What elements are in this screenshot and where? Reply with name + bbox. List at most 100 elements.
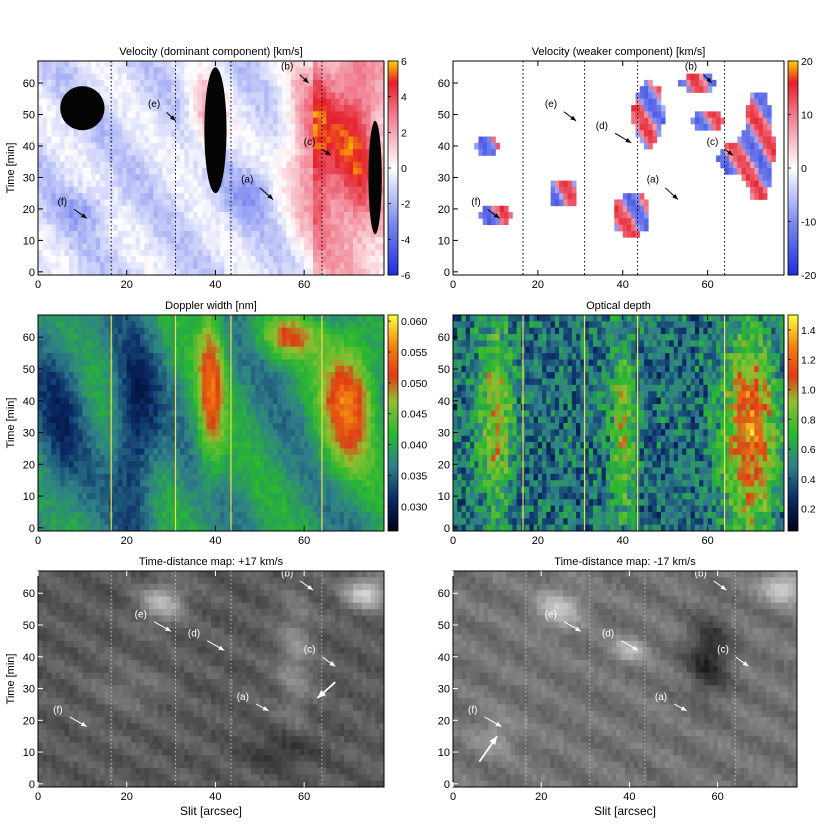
heatmap-cells bbox=[38, 315, 385, 532]
annotation-label: (f) bbox=[468, 705, 477, 716]
y-tick-label: 20 bbox=[438, 204, 450, 216]
colorbar-tick-label: 1.4 bbox=[801, 325, 816, 337]
x-tick-label: 20 bbox=[532, 279, 544, 291]
y-tick-label: 0 bbox=[444, 779, 450, 791]
colorbar-tick-label: 0.035 bbox=[401, 470, 427, 482]
colorbar-tick-label: 0.055 bbox=[401, 347, 427, 359]
colorbar-tick-label: 0.060 bbox=[401, 316, 427, 328]
annotation-arrow: (b) bbox=[695, 568, 727, 591]
x-tick-label: 40 bbox=[209, 279, 221, 291]
annotation-label: (e) bbox=[545, 99, 557, 110]
heatmap-cells bbox=[453, 315, 785, 532]
annotation-arrow: (f) bbox=[471, 197, 500, 219]
panel-6: (a) (b) (c) (d) (e) (f) 0 20 40 60 0 10 20 30 40 50 60 Ti… bbox=[438, 556, 798, 818]
colorbar-tick-label: 20 bbox=[801, 56, 813, 68]
colorbar-tick-label: -6 bbox=[401, 270, 410, 282]
colorbar-tick-label: 6 bbox=[401, 56, 407, 68]
colorbar-tick-label: 1.0 bbox=[801, 384, 816, 396]
x-tick-label: 20 bbox=[121, 791, 133, 803]
annotation-label: (b) bbox=[695, 568, 707, 579]
x-tick-label: 0 bbox=[450, 535, 456, 547]
colorbar: 6 4 2 0 -2 -4 -6 bbox=[387, 56, 410, 282]
annotation-arrow bbox=[316, 681, 336, 699]
y-tick-label: 0 bbox=[29, 267, 35, 279]
annotation-arrow: (b) bbox=[685, 61, 713, 84]
dark-region bbox=[60, 86, 105, 131]
y-tick-label: 30 bbox=[23, 428, 35, 440]
heatmap-cells bbox=[453, 571, 798, 788]
y-tick-label: 50 bbox=[23, 364, 35, 376]
y-axis-label: Time [min] bbox=[5, 143, 17, 194]
y-tick-label: 50 bbox=[438, 110, 450, 122]
y-tick-label: 40 bbox=[438, 141, 450, 153]
y-tick-label: 40 bbox=[438, 396, 450, 408]
annotation-label: (a) bbox=[241, 175, 253, 186]
colorbar-tick-label: 2 bbox=[401, 127, 407, 139]
plot-frame bbox=[37, 60, 385, 276]
plot-frame bbox=[452, 570, 798, 788]
x-tick-label: 60 bbox=[701, 535, 713, 547]
annotation-arrow: (b) bbox=[281, 568, 314, 591]
x-tick-label: 40 bbox=[209, 535, 221, 547]
annotation-arrow: (d) bbox=[602, 629, 639, 651]
colorbar-tick-label: 0.030 bbox=[401, 501, 427, 513]
annotation-label: (b) bbox=[281, 568, 293, 579]
y-tick-label: 30 bbox=[23, 684, 35, 696]
y-tick-label: 40 bbox=[23, 652, 35, 664]
annotation-label: (e) bbox=[148, 99, 160, 110]
colorbar-tick-label: 0.040 bbox=[401, 440, 427, 452]
y-tick-label: 60 bbox=[23, 332, 35, 344]
y-tick-label: 20 bbox=[23, 204, 35, 216]
colorbar-tick-label: 0.045 bbox=[401, 409, 427, 421]
colorbar-tick-label: 0 bbox=[401, 163, 407, 175]
x-tick-label: 60 bbox=[298, 535, 310, 547]
colorbar-tick-label: 0.6 bbox=[801, 444, 816, 456]
annotation-arrow: (c) bbox=[304, 137, 332, 156]
y-tick-label: 10 bbox=[438, 491, 450, 503]
annotation-arrow: (c) bbox=[304, 645, 336, 667]
colorbar-tick-label: 0.2 bbox=[801, 504, 816, 516]
y-tick-label: 60 bbox=[438, 78, 450, 90]
x-tick-label: 20 bbox=[535, 791, 547, 803]
y-tick-label: 30 bbox=[23, 172, 35, 184]
y-tick-label: 30 bbox=[438, 428, 450, 440]
y-tick-label: 0 bbox=[29, 779, 35, 791]
colorbar-tick-label: 0.4 bbox=[801, 474, 816, 486]
annotation-label: (a) bbox=[655, 692, 667, 703]
panel-5: (a) (b) (c) (d) (e) (f) 0 20 40 60 0 10 20 30 40 50 60 Ti… bbox=[5, 556, 385, 818]
x-tick-label: 0 bbox=[35, 279, 41, 291]
annotation-arrow: (a) bbox=[241, 175, 274, 200]
y-tick-label: 50 bbox=[438, 620, 450, 632]
y-tick-label: 20 bbox=[438, 459, 450, 471]
colorbar-tick-label: -2 bbox=[401, 199, 410, 211]
annotation-label: (a) bbox=[647, 175, 659, 186]
chart-title: Optical depth bbox=[586, 300, 651, 312]
y-tick-label: 60 bbox=[438, 588, 450, 600]
annotation-label: (c) bbox=[304, 137, 316, 148]
chart-title: Doppler width [nm] bbox=[165, 300, 257, 312]
y-tick-label: 40 bbox=[23, 396, 35, 408]
y-tick-label: 50 bbox=[23, 620, 35, 632]
x-tick-label: 60 bbox=[711, 791, 723, 803]
annotation-arrow: (f) bbox=[58, 197, 88, 219]
annotation-arrow: (a) bbox=[647, 175, 679, 200]
annotation-label: (c) bbox=[707, 137, 719, 148]
y-tick-label: 10 bbox=[23, 235, 35, 247]
annotation-arrow: (d) bbox=[596, 121, 632, 144]
annotation-label: (f) bbox=[471, 197, 480, 208]
y-tick-label: 20 bbox=[438, 715, 450, 727]
annotation-label: (d) bbox=[602, 629, 614, 640]
colorbar-tick-label: 1.2 bbox=[801, 355, 816, 367]
chart-title: Time-distance map: +17 km/s bbox=[139, 556, 284, 568]
y-tick-label: 60 bbox=[23, 588, 35, 600]
chart-title: Velocity (dominant component) [km/s] bbox=[119, 46, 302, 58]
annotation-arrow: (d) bbox=[188, 629, 225, 651]
annotation-label: (d) bbox=[188, 629, 200, 640]
panel-3: 0 20 40 60 0 10 20 30 40 50 60 Doppler width [nm] Ti… bbox=[5, 300, 427, 547]
annotation-arrow: (c) bbox=[707, 137, 734, 156]
heatmap-cells bbox=[38, 61, 385, 276]
x-tick-label: 40 bbox=[617, 279, 629, 291]
annotation-label: (e) bbox=[545, 610, 557, 621]
